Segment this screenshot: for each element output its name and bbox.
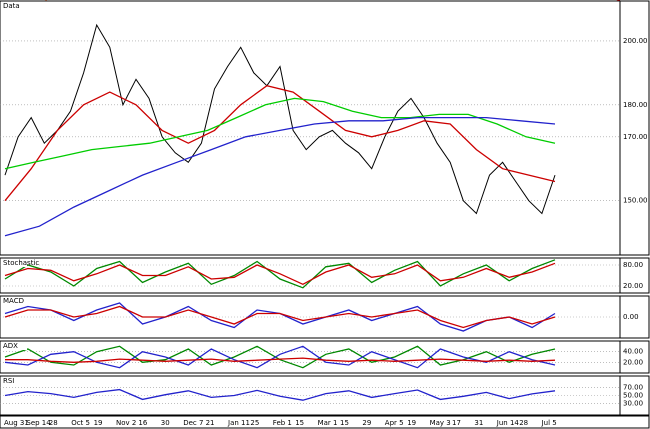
pane-title: RSI bbox=[3, 377, 14, 385]
x-tick-label: Jul 5 bbox=[541, 419, 557, 427]
pane-title: Stochastic bbox=[3, 259, 39, 267]
y-tick-label: 80.00 bbox=[623, 261, 643, 269]
x-tick-label: 19 bbox=[407, 419, 416, 427]
pane-title-bg bbox=[1, 377, 27, 385]
series-line bbox=[4, 116, 556, 237]
x-tick-label: May 3 bbox=[430, 419, 451, 427]
axis-area bbox=[619, 340, 650, 374]
x-tick-label: Jan 11 bbox=[227, 419, 250, 427]
x-tick-label: Oct 5 bbox=[71, 419, 90, 427]
axis-area bbox=[619, 0, 650, 256]
x-tick-label: 25 bbox=[250, 419, 259, 427]
pane-title-bg bbox=[1, 342, 27, 350]
series-line bbox=[4, 345, 556, 369]
x-tick-label: 28 bbox=[519, 419, 528, 427]
x-tick-label: 19 bbox=[94, 419, 103, 427]
axis-area bbox=[619, 257, 650, 294]
series-line bbox=[4, 305, 556, 329]
y-tick-label: 50.00 bbox=[623, 392, 643, 400]
x-tick-label: Mar 1 bbox=[318, 419, 338, 427]
series-line bbox=[4, 84, 556, 202]
series-line bbox=[4, 97, 556, 170]
series-line bbox=[4, 259, 556, 289]
y-tick-label: 200.00 bbox=[623, 37, 648, 45]
series-line bbox=[4, 262, 556, 286]
x-tick-label: 15 bbox=[340, 419, 349, 427]
y-tick-label: 20.00 bbox=[623, 358, 643, 366]
y-tick-label: 170.00 bbox=[623, 133, 648, 141]
pane-title-bg bbox=[1, 259, 27, 267]
x-tick-label: 16 bbox=[138, 419, 147, 427]
x-tick-label: Aug 31 bbox=[4, 419, 29, 427]
axis-area bbox=[619, 375, 650, 416]
pane-title: Data bbox=[3, 2, 20, 10]
x-tick-label: Nov 2 bbox=[116, 419, 136, 427]
x-tick-label: 30 bbox=[161, 419, 170, 427]
axis-area bbox=[619, 295, 650, 339]
y-tick-label: 180.00 bbox=[623, 101, 648, 109]
x-tick-label: 28 bbox=[49, 419, 58, 427]
x-tick-label: 31 bbox=[474, 419, 483, 427]
y-tick-label: 30.00 bbox=[623, 399, 643, 407]
series-line bbox=[4, 388, 556, 401]
x-tick-label: Apr 5 bbox=[385, 419, 404, 427]
x-tick-label: Dec 7 bbox=[183, 419, 203, 427]
x-tick-label: 29 bbox=[362, 419, 371, 427]
pane bbox=[0, 340, 621, 374]
x-tick-label: 15 bbox=[295, 419, 304, 427]
pane-title: MACD bbox=[3, 297, 24, 305]
x-tick-label: Feb 1 bbox=[273, 419, 292, 427]
y-tick-label: 70.00 bbox=[623, 384, 643, 392]
x-tick-label: Sep 14 bbox=[26, 419, 51, 427]
pane-title-bg bbox=[1, 2, 27, 10]
x-tick-label: Jun 14 bbox=[496, 419, 520, 427]
pane-title: ADX bbox=[3, 342, 18, 350]
series-line bbox=[4, 23, 556, 215]
x-tick-label: 17 bbox=[452, 419, 461, 427]
series-line bbox=[5, 357, 556, 363]
pane-title-bg bbox=[1, 297, 27, 305]
x-tick-label: 21 bbox=[206, 419, 215, 427]
x-axis bbox=[0, 415, 650, 429]
y-tick-label: 150.00 bbox=[623, 197, 648, 205]
y-tick-label: 20.00 bbox=[623, 282, 643, 290]
y-tick-label: 40.00 bbox=[623, 348, 643, 356]
y-tick-label: 0.00 bbox=[623, 313, 639, 321]
